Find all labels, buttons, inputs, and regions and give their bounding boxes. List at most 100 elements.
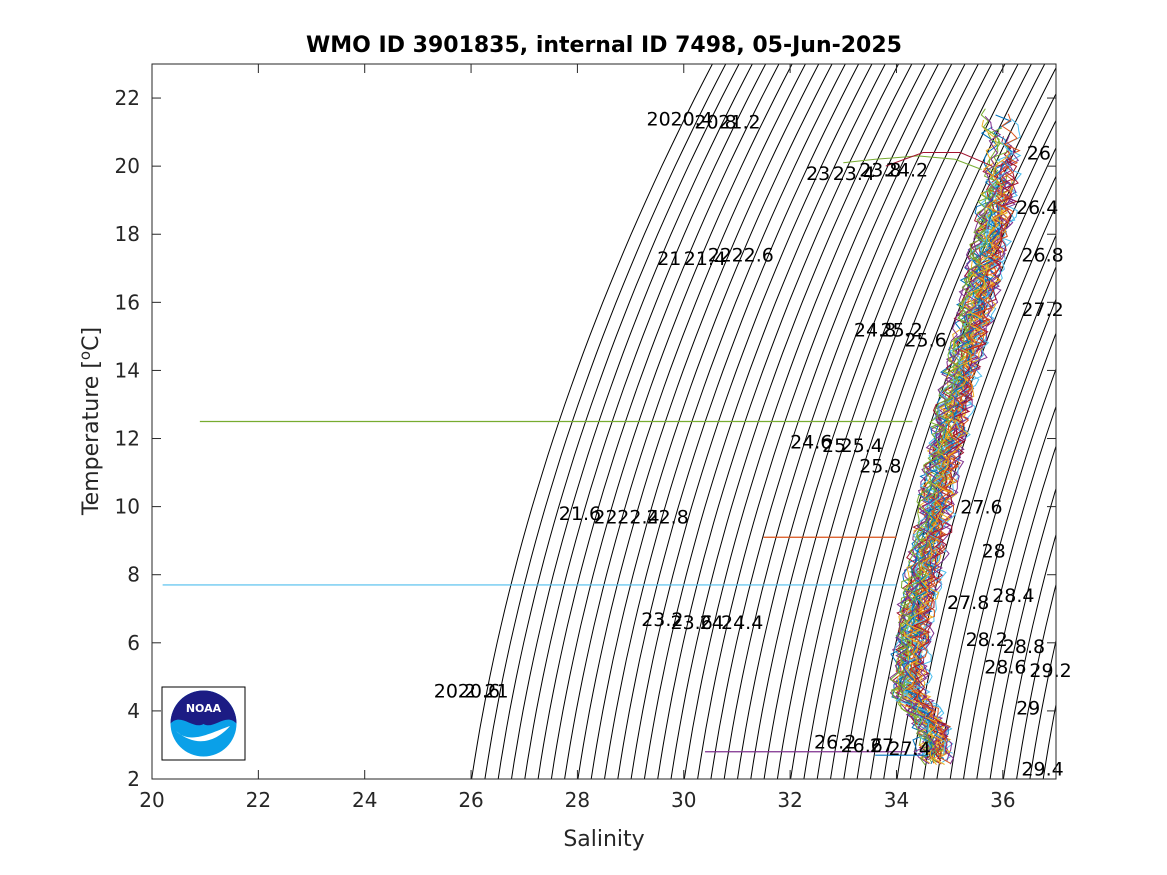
contour-label: 21.6 (559, 503, 601, 525)
contour-label: 22 (593, 507, 617, 529)
contour-label: 20.6 (458, 680, 500, 702)
y-tick-label: 4 (127, 699, 140, 723)
contour-label: 23.2 (641, 609, 683, 631)
contour-label: 23.8 (859, 159, 901, 181)
contour-label: 20.4 (671, 108, 713, 130)
y-tick-label: 22 (115, 86, 140, 110)
contour-label: 28.4 (992, 585, 1034, 607)
contour-label: 24.4 (721, 612, 763, 634)
y-tick-label: 16 (115, 290, 140, 314)
x-tick-label: 26 (458, 788, 483, 812)
contour-label: 28 (982, 541, 1006, 563)
profile-segments (162, 152, 993, 756)
density-contour (963, 405, 1056, 779)
contour-label: 23.4 (833, 163, 875, 185)
contour-label: 26.8 (1021, 245, 1063, 267)
plot-frame (151, 63, 1057, 780)
x-axis: 20 22 24 26 28 30 32 34 36 (139, 64, 1016, 812)
contour-label: 28.2 (966, 629, 1008, 651)
density-contour (923, 298, 1056, 779)
contour-label: 29.4 (1021, 759, 1063, 781)
contour-label: 21.4 (684, 248, 726, 270)
contour-label: 27.6 (960, 496, 1002, 518)
contour-label: 29.2 (1029, 660, 1071, 682)
profile-lines (889, 108, 1022, 766)
contour-label: 24.6 (790, 432, 832, 454)
contour-label: 22.6 (732, 245, 774, 267)
contour-label: 28.6 (984, 657, 1026, 679)
profile-line (901, 141, 1014, 755)
profile-line (910, 187, 1014, 765)
contour-label: 21 (657, 248, 681, 270)
contour-label: 20.8 (694, 112, 736, 134)
profile-arc (843, 155, 982, 170)
contour-label: 27 (870, 735, 894, 757)
contour-label: 26 (1027, 142, 1051, 164)
contour-label: 29 (1016, 697, 1040, 719)
density-contour (936, 331, 1056, 779)
density-contour (976, 444, 1056, 779)
y-tick-label: 12 (115, 427, 140, 451)
contour-label: 25.2 (881, 319, 923, 341)
density-contour (1002, 532, 1056, 779)
contour-label: 22 (708, 245, 732, 267)
x-tick-label: 34 (884, 788, 909, 812)
contour-label: 23 (806, 163, 830, 185)
profile-line (908, 159, 1014, 755)
y-tick-label: 2 (127, 767, 140, 791)
contour-label: 27.8 (947, 592, 989, 614)
contour-label: 25.8 (859, 456, 901, 478)
y-axis-label: Temperature [oC] (76, 327, 104, 516)
contour-label: 24 (700, 612, 724, 634)
x-tick-label: 32 (777, 788, 802, 812)
x-tick-label: 20 (139, 788, 164, 812)
contour-label: 20 (647, 108, 671, 130)
profile-line (912, 150, 1017, 765)
density-contour (1016, 582, 1056, 779)
contour-label: 26.6 (841, 735, 883, 757)
y-tick-label: 18 (115, 222, 140, 246)
contour-label: 25 (822, 435, 846, 457)
x-tick-label: 30 (671, 788, 696, 812)
y-tick-label: 14 (115, 358, 140, 382)
x-axis-label: Salinity (563, 827, 644, 852)
profile-arc (885, 152, 993, 167)
contour-label: 27.2 (1021, 299, 1063, 321)
chart-title: WMO ID 3901835, internal ID 7498, 05-Jun… (306, 33, 902, 58)
density-contour (949, 367, 1056, 779)
contour-label: 22.8 (647, 507, 689, 529)
noaa-logo: NOAA (161, 686, 246, 761)
contour-label: 26.2 (814, 731, 856, 753)
density-contour (909, 265, 1056, 779)
contour-label: 21 (484, 680, 508, 702)
contour-label: 28.8 (1003, 636, 1045, 658)
contour-label: 25.6 (904, 330, 946, 352)
contour-label: 26.4 (1016, 197, 1058, 219)
contour-label: 20.2 (434, 680, 476, 702)
x-tick-label: 36 (990, 788, 1015, 812)
y-tick-label: 20 (115, 154, 140, 178)
contour-label: 24.8 (854, 319, 896, 341)
x-tick-label: 28 (565, 788, 590, 812)
y-tick-label: 8 (127, 563, 140, 587)
density-contour (830, 92, 1056, 779)
contour-label: 21.2 (718, 112, 760, 134)
density-contour (1029, 638, 1056, 779)
density-contour (989, 486, 1056, 779)
y-tick-label: 10 (115, 495, 140, 519)
profile-line (889, 182, 995, 766)
x-tick-label: 24 (352, 788, 377, 812)
x-tick-label: 22 (246, 788, 271, 812)
profile-line (902, 151, 1011, 766)
contour-label: 22.4 (617, 507, 659, 529)
y-tick-label: 6 (127, 631, 140, 655)
contour-label: 25.4 (841, 435, 883, 457)
svg-text:NOAA: NOAA (186, 702, 222, 715)
profile-line (895, 115, 1002, 761)
contour-label: 23.6 (671, 612, 713, 634)
contour-label: 27.4 (889, 738, 931, 760)
contour-label: 24.2 (886, 159, 928, 181)
